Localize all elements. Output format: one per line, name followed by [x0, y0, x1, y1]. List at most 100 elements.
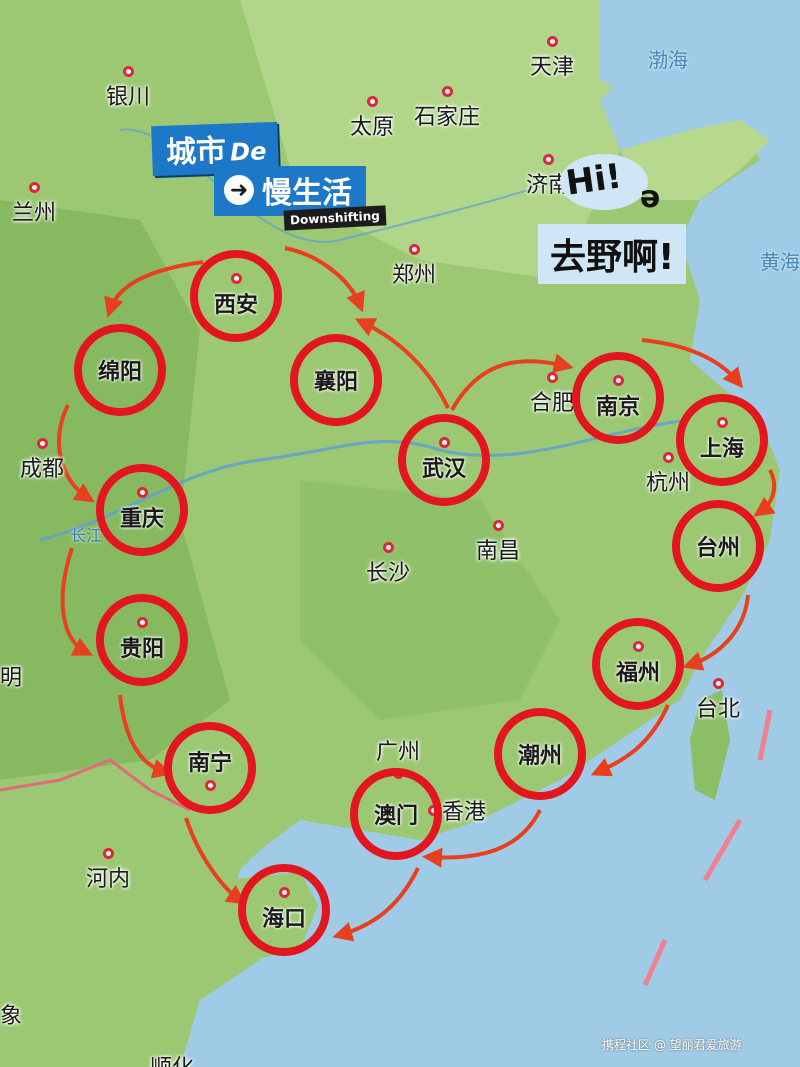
city-xiang: 象 [0, 998, 22, 1030]
stop-label: 贵阳 [119, 637, 164, 662]
city-label: 顺化 [150, 1050, 194, 1067]
city-marker-icon [230, 273, 242, 284]
city-zhengzhou: 郑州 [392, 244, 436, 289]
city-hangzhou: 杭州 [646, 452, 690, 497]
hills-central [300, 480, 560, 720]
go-wild-text: 去野啊! [538, 224, 687, 284]
stop-label: 襄阳 [313, 370, 358, 395]
stop-chongqing[interactable]: 重庆 [96, 464, 188, 556]
river-label: 长江 [70, 526, 103, 545]
shandong [620, 120, 770, 200]
city-label: 成都 [20, 457, 65, 482]
city-shunhua: 顺化 [150, 1050, 194, 1067]
stop-nanjing[interactable]: 南京 [572, 352, 664, 444]
banner-line1-suffix: De [229, 137, 267, 167]
city-label: 台北 [696, 697, 741, 722]
city-hanoi: 河内 [86, 848, 130, 893]
dash-line [642, 709, 773, 987]
city-label: 太原 [350, 115, 395, 140]
hi-text: Hi! [563, 156, 625, 204]
city-lanzhou: 兰州 [12, 182, 56, 227]
city-label: 河内 [86, 867, 131, 892]
city-tianjin: 天津 [530, 36, 574, 81]
border-line [0, 758, 191, 812]
stop-label: 绵阳 [97, 360, 142, 385]
sea-label-bohai: 渤海 [648, 48, 688, 72]
arrow-right-icon: ➜ [224, 175, 254, 205]
city-marker-icon [662, 452, 674, 463]
city-label: 明 [0, 666, 23, 691]
stop-guiyang[interactable]: 贵阳 [96, 594, 188, 686]
city-label: 合肥 [530, 391, 575, 416]
city-hefei: 合肥 [530, 372, 574, 417]
stop-label: 西安 [213, 293, 258, 318]
city-marker-icon [136, 617, 148, 628]
city-marker-icon [441, 86, 453, 97]
stop-label: 重庆 [119, 507, 164, 532]
city-marker-icon [136, 487, 148, 498]
title-banner-bottom: ➜ 慢生活 [214, 166, 366, 216]
city-marker-icon [382, 542, 394, 553]
banner-line2: 慢生活 [262, 176, 352, 211]
taiwan [690, 690, 730, 800]
city-ming: 明 [0, 660, 22, 692]
city-marker-icon [716, 417, 728, 428]
city-marker-icon [492, 520, 504, 531]
city-label: 银川 [106, 85, 151, 110]
stop-label: 潮州 [517, 744, 562, 769]
city-label: 香港 [442, 800, 487, 825]
credit-watermark: 携程社区 @ 望丽君爱旅游 [602, 1038, 742, 1052]
stop-xian[interactable]: 西安 [190, 250, 282, 342]
stop-haikou[interactable]: 海口 [238, 864, 330, 956]
city-label: 南昌 [476, 539, 521, 564]
city-marker-icon [204, 780, 216, 791]
stop-label: 南宁 [187, 751, 232, 776]
route-arrows [56, 246, 777, 942]
city-yinchuan: 银川 [106, 66, 150, 111]
city-marker-icon [36, 438, 48, 449]
city-marker-icon [542, 154, 554, 165]
stop-shanghai[interactable]: 上海 [676, 394, 768, 486]
city-shijiazhuang: 石家庄 [414, 86, 480, 131]
stop-mianyang[interactable]: 绵阳 [74, 324, 166, 416]
stop-nanning[interactable]: 南宁 [164, 722, 256, 814]
city-changsha: 长沙 [366, 542, 410, 587]
city-marker-icon [438, 437, 450, 448]
city-label: 杭州 [646, 471, 691, 496]
city-label: 石家庄 [414, 105, 481, 130]
city-marker-icon [366, 96, 378, 107]
city-marker-icon [278, 887, 290, 898]
city-chengdu: 成都 [20, 438, 64, 483]
stop-fuzhou[interactable]: 福州 [592, 618, 684, 710]
stop-label: 澳门 [373, 804, 418, 829]
stop-xiangyang[interactable]: 襄阳 [290, 334, 382, 426]
stop-label: 上海 [699, 437, 744, 462]
sea-label-huanghai: 黄海 [760, 250, 800, 274]
city-label: 长沙 [366, 561, 411, 586]
scribble-mark: ə [640, 180, 661, 215]
city-label: 天津 [530, 55, 575, 80]
city-nanchang: 南昌 [476, 520, 520, 565]
speech-bubble [560, 154, 648, 210]
city-marker-icon [122, 66, 134, 77]
city-label: 象 [0, 1004, 23, 1029]
stop-wuhan[interactable]: 武汉 [398, 414, 490, 506]
stop-taizhou[interactable]: 台州 [672, 500, 764, 592]
city-marker-icon [632, 641, 644, 652]
city-marker-icon [546, 36, 558, 47]
city-taibei: 台北 [696, 678, 740, 723]
stop-label: 南京 [595, 395, 640, 420]
city-label: 兰州 [12, 201, 57, 226]
city-marker-icon [408, 244, 420, 255]
city-marker-icon [712, 678, 724, 689]
city-marker-icon [102, 848, 114, 859]
city-label: 郑州 [392, 263, 437, 288]
stop-label: 福州 [615, 661, 660, 686]
city-marker-icon [546, 372, 558, 383]
stop-aomen[interactable]: 澳门 [350, 768, 442, 860]
stop-label: 海口 [261, 907, 306, 932]
stop-chaozhou[interactable]: 潮州 [494, 708, 586, 800]
stop-label: 台州 [695, 536, 740, 561]
stop-label: 武汉 [421, 457, 466, 482]
